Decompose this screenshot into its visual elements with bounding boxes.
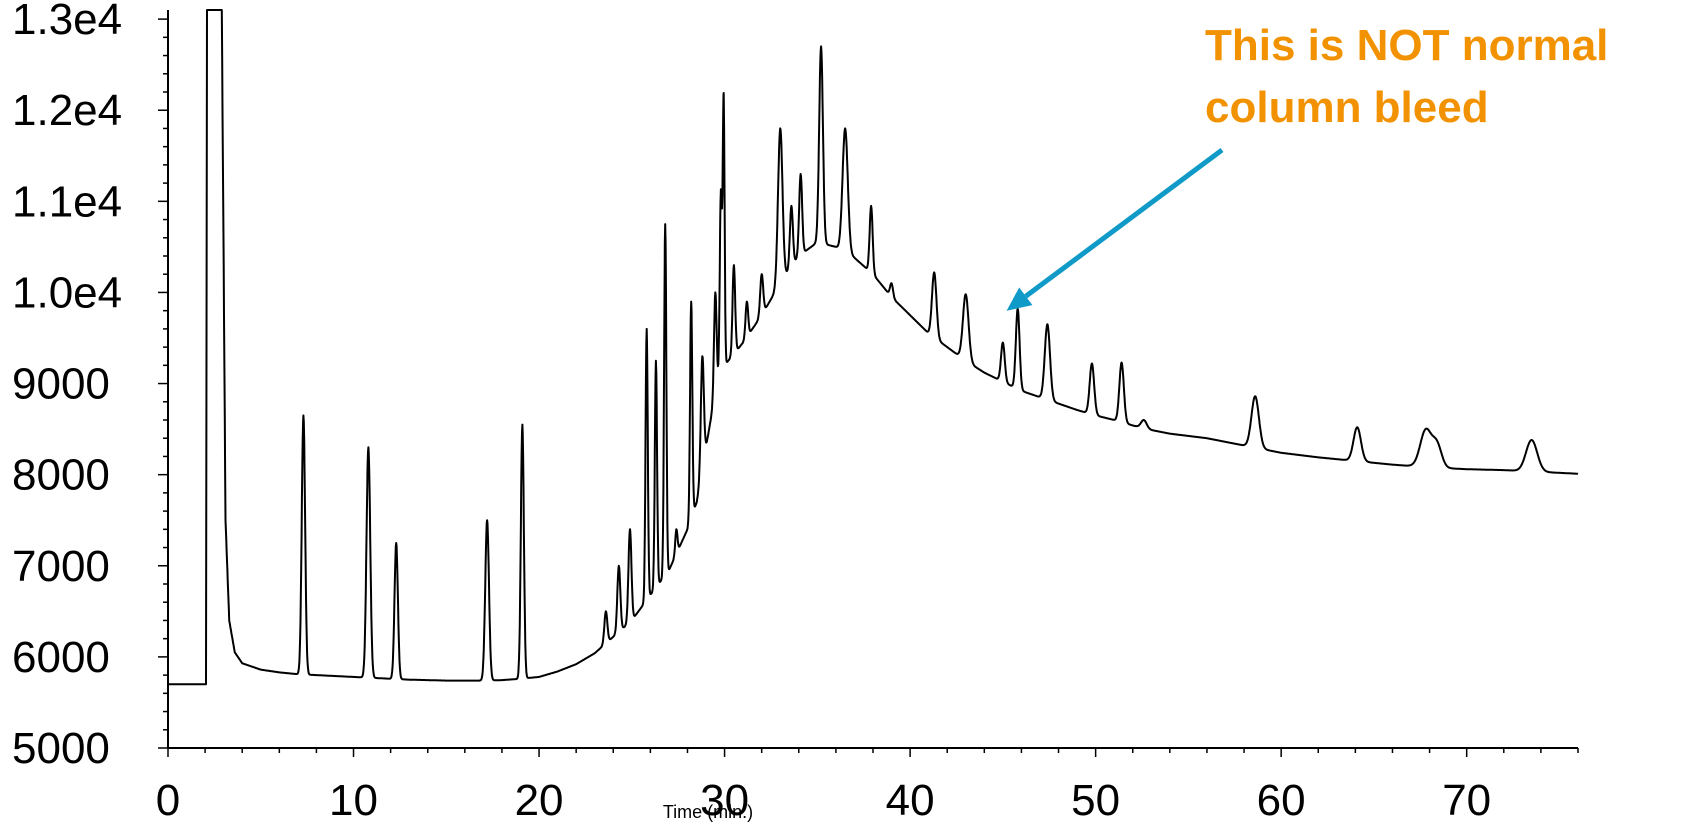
y-tick-label: 8000 <box>12 451 110 500</box>
annotation-line-1: This is NOT normal <box>1205 21 1608 70</box>
x-tick-label: 10 <box>329 776 378 824</box>
y-tick-label: 9000 <box>12 360 110 409</box>
x-tick-label: 20 <box>515 776 564 824</box>
annotation-line-2: column bleed <box>1205 83 1489 132</box>
x-tick-label: 30 <box>700 776 749 824</box>
y-axis: 5000 6000 7000 8000 9000 1.0e4 1.1e4 1.2e4 1.3e4 <box>12 0 169 773</box>
y-tick-label: 5000 <box>12 724 110 773</box>
y-tick-label: 1.0e4 <box>12 268 122 317</box>
annotation-arrow <box>1024 147 1224 299</box>
x-tick-label: 40 <box>886 776 935 824</box>
y-tick-label: 1.2e4 <box>12 86 122 135</box>
y-tick-label: 7000 <box>12 542 110 591</box>
x-tick-label: 0 <box>156 776 180 824</box>
annotation: This is NOT normal column bleed <box>1006 21 1608 311</box>
y-tick-label: 6000 <box>12 633 110 682</box>
annotation-arrow-head <box>1006 287 1033 311</box>
x-axis: 0 10 20 30 40 50 60 70 <box>156 747 1579 824</box>
x-tick-label: 60 <box>1257 776 1306 824</box>
x-tick-label: 50 <box>1071 776 1120 824</box>
x-axis-title: Time (min.) <box>663 802 753 822</box>
x-tick-label: 70 <box>1442 776 1491 824</box>
y-tick-label: 1.3e4 <box>12 0 122 44</box>
y-tick-label: 1.1e4 <box>12 177 122 226</box>
chromatogram-trace <box>167 9 1579 686</box>
